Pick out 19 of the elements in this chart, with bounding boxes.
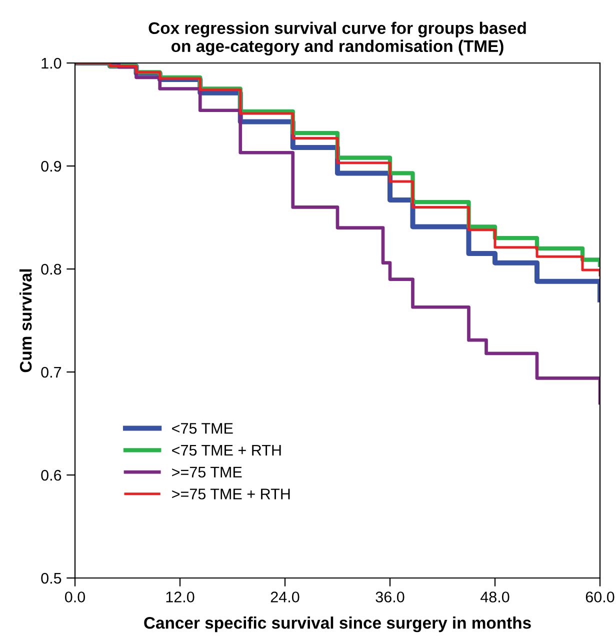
legend-label: >=75 TME	[172, 466, 242, 478]
y-axis-title: Cum survival	[19, 269, 32, 372]
legend-label: <75 TME + RTH	[172, 445, 281, 456]
x-tick-label: 12.0	[166, 592, 194, 602]
x-tick-label: 48.0	[480, 592, 510, 602]
legend-label: <75 TME	[172, 423, 233, 434]
x-tick-label: 0.0	[64, 592, 86, 602]
x-tick-label: 36.0	[376, 592, 404, 602]
chart-title: Cox regression survival curve for groups based on age-category and randomisation (TME)	[148, 22, 526, 56]
y-tick-label: 0.9	[41, 160, 62, 172]
x-tick-label: 24.0	[270, 592, 300, 602]
y-tick-label: 1.0	[42, 58, 62, 69]
y-tick-label: 0.6	[41, 470, 62, 481]
y-tick-label: 0.7	[41, 366, 62, 378]
y-tick-label: 0.5	[41, 572, 62, 584]
x-tick-label: 60.0	[586, 592, 614, 602]
legend-label: >=75 TME + RTH	[172, 488, 290, 500]
x-axis-title: Cancer specific survival since surgery in months	[144, 616, 531, 632]
y-tick-label: 0.8	[41, 264, 62, 275]
